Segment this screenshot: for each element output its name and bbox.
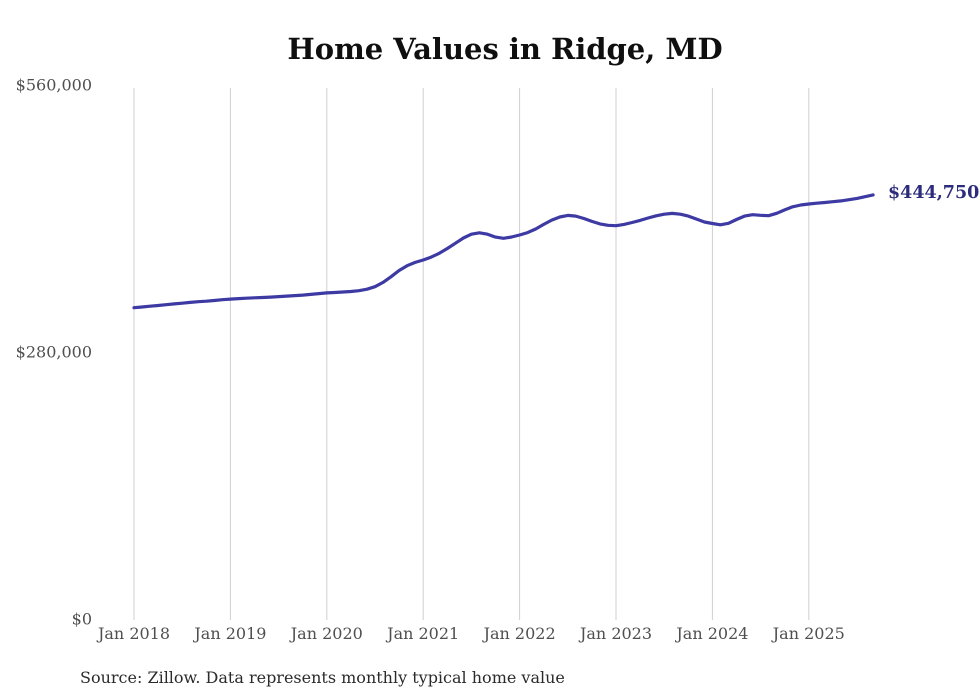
x-axis-tick-label: Jan 2023: [578, 624, 652, 643]
end-value-label: $444,750: [888, 183, 979, 203]
x-axis-tick-label: Jan 2018: [96, 624, 170, 643]
x-axis-tick-label: Jan 2022: [482, 624, 556, 643]
x-axis-tick-label: Jan 2019: [192, 624, 266, 643]
y-axis-tick-label: $560,000: [16, 76, 92, 95]
home-value-line: [132, 193, 875, 310]
chart-title: Home Values in Ridge, MD: [287, 32, 722, 66]
x-axis-tick-label: Jan 2025: [771, 624, 845, 643]
source-note: Source: Zillow. Data represents monthly …: [80, 668, 565, 687]
gridline-layer: [133, 88, 810, 620]
y-axis-tick-label: $280,000: [16, 343, 92, 362]
axis-label-layer: Jan 2018 Jan 2019 Jan 2020 Jan 2021 Jan 2022…: [16, 76, 845, 644]
x-axis-tick-label: Jan 2024: [674, 624, 748, 643]
x-axis-tick-label: Jan 2020: [289, 624, 363, 643]
y-axis-tick-label: $0: [72, 610, 92, 629]
series-layer: [132, 193, 875, 310]
x-axis-tick-label: Jan 2021: [385, 624, 459, 643]
